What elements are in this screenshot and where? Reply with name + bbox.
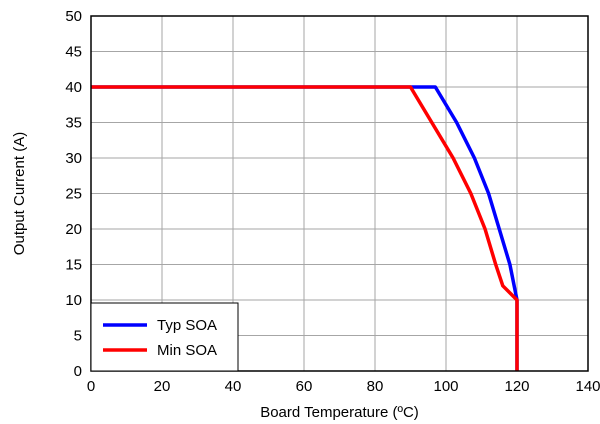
x-axis-ticks: 0 20 40 60 80 100 120 140	[87, 378, 600, 395]
legend-box	[90, 302, 239, 372]
y-tick-label: 45	[65, 44, 82, 61]
y-tick-label: 0	[74, 363, 82, 380]
x-tick-label: 40	[225, 378, 242, 395]
x-axis-title: Board Temperature (ºC)	[260, 404, 419, 421]
y-tick-label: 35	[65, 115, 82, 132]
x-tick-label: 140	[575, 378, 600, 395]
y-tick-label: 15	[65, 257, 82, 274]
y-tick-label: 50	[65, 8, 82, 25]
x-tick-label: 120	[504, 378, 529, 395]
y-tick-label: 5	[74, 328, 82, 345]
y-tick-label: 10	[65, 292, 82, 309]
legend-label-min-soa: Min SOA	[157, 342, 217, 359]
legend-label-typ-soa: Typ SOA	[157, 317, 217, 334]
series-line-min-soa	[91, 85, 519, 371]
y-tick-label: 25	[65, 186, 82, 203]
series-layer	[91, 85, 519, 371]
y-axis-title: Output Current (A)	[11, 132, 28, 255]
y-tick-label: 20	[65, 221, 82, 238]
legend: Typ SOA Min SOA	[90, 302, 239, 372]
x-tick-label: 60	[296, 378, 313, 395]
y-tick-label: 30	[65, 150, 82, 167]
x-tick-label: 100	[433, 378, 458, 395]
y-axis-ticks: 0 5 10 15 20 25 30 35 40 45 50	[65, 8, 82, 380]
x-tick-label: 80	[367, 378, 384, 395]
x-tick-label: 0	[87, 378, 95, 395]
x-tick-label: 20	[154, 378, 171, 395]
y-tick-label: 40	[65, 79, 82, 96]
plot-frame	[90, 15, 589, 372]
series-line-typ-soa	[91, 85, 519, 371]
